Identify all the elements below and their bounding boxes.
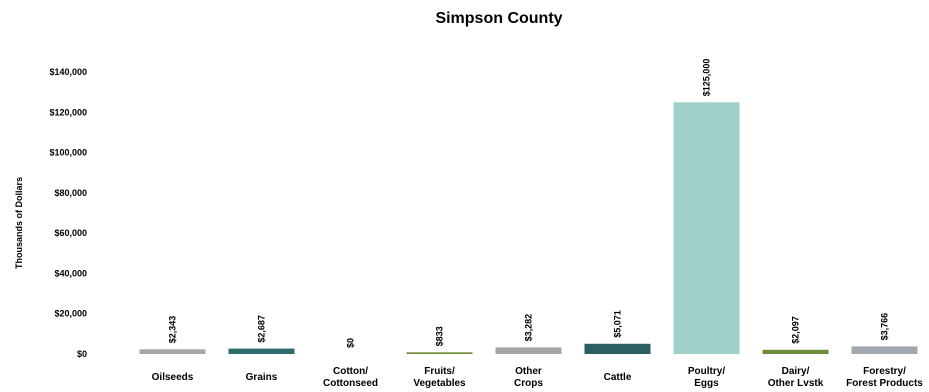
bar-value-label: $5,071 (613, 310, 623, 338)
bar (139, 349, 206, 354)
y-tick-label: $60,000 (54, 228, 87, 238)
chart-title: Simpson County (435, 10, 562, 27)
bar (762, 349, 829, 354)
category-label: Grains (246, 372, 278, 383)
y-axis-ticks: $0 $20,000 $40,000 $60,000 $80,000 $100,000 $1… (49, 67, 87, 359)
bar-value-label: $125,000 (702, 59, 712, 97)
data-labels: $2,343 $2,687 $0 $833 $3,282 $5,071 $125,000 $2… (168, 59, 890, 348)
category-label: Other Crops (514, 366, 543, 389)
category-label: Forestry/Forest Products (846, 366, 923, 389)
y-axis-label: Thousands of Dollars (14, 177, 24, 269)
bar-value-label: $2,343 (168, 316, 178, 344)
bar (584, 343, 651, 354)
bar (406, 352, 473, 354)
y-tick-label: $120,000 (49, 107, 87, 117)
category-label: Dairy/Other Lvstk (768, 366, 824, 389)
category-label: Cotton/Cottonseed (323, 366, 378, 389)
category-label: Oilseeds (152, 372, 194, 383)
bar (495, 347, 562, 354)
y-tick-label: $0 (77, 349, 87, 359)
bar-value-label: $2,097 (791, 316, 801, 344)
y-tick-label: $20,000 (54, 309, 87, 319)
category-label: Cattle (604, 372, 632, 383)
bars (139, 102, 918, 354)
bar (673, 102, 740, 354)
category-label: Fruits/Vegetables (413, 366, 466, 389)
category-labels: Oilseeds Grains Cotton/Cottonseed Fruits/Ve… (152, 366, 924, 389)
bar (851, 346, 918, 354)
y-tick-label: $40,000 (54, 268, 87, 278)
bar-value-label: $2,687 (257, 315, 267, 343)
bar-value-label: $3,282 (524, 314, 534, 342)
y-tick-label: $140,000 (49, 67, 87, 77)
bar-value-label: $0 (346, 338, 356, 348)
bar-value-label: $3,766 (880, 313, 890, 341)
bar (228, 348, 295, 354)
y-tick-label: $80,000 (54, 188, 87, 198)
category-label: Poultry/Eggs (688, 366, 725, 389)
bar-value-label: $833 (435, 326, 445, 346)
y-tick-label: $100,000 (49, 148, 87, 158)
